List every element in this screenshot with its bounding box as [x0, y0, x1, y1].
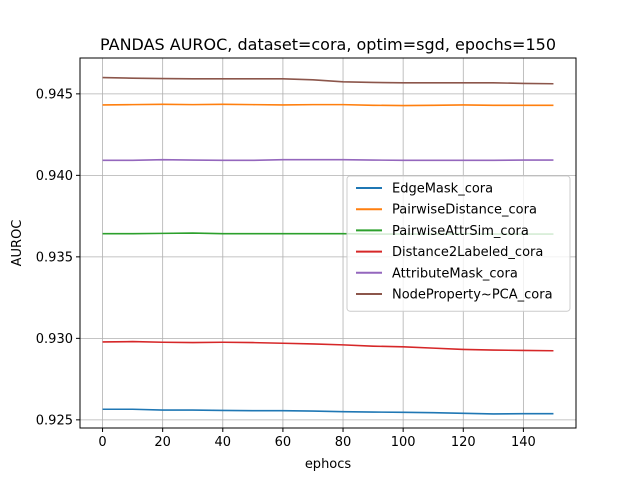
x-tick-label: 100 [391, 435, 416, 450]
legend-entry: AttributeMask_cora [392, 266, 518, 281]
y-tick-label: 0.940 [36, 169, 73, 184]
x-tick-label: 40 [215, 435, 232, 450]
legend-entry: EdgeMask_cora [392, 182, 493, 197]
legend-box [346, 175, 571, 312]
x-tick-label: 140 [511, 435, 536, 450]
chart-title: PANDAS AUROC, dataset=cora, optim=sgd, e… [100, 35, 556, 54]
series-line-NodeProperty~PCA_cora [102, 76, 554, 85]
legend-entry: Distance2Labeled_cora [392, 245, 543, 260]
x-tick-label: 60 [275, 435, 292, 450]
series-line-EdgeMask_cora [102, 408, 554, 415]
x-axis-label: ephocs [305, 457, 352, 472]
x-tick-label: 120 [451, 435, 476, 450]
y-tick-label: 0.930 [36, 332, 73, 347]
y-axis-label: AUROC [10, 220, 25, 267]
legend-entry: PairwiseDistance_cora [392, 203, 537, 218]
y-tick-label: 0.935 [36, 250, 73, 265]
series-line-PairwiseDistance_cora [102, 103, 554, 107]
y-tick-label: 0.925 [36, 413, 73, 428]
x-tick-label: 80 [335, 435, 352, 450]
series-line-Distance2Labeled_cora [102, 340, 554, 352]
y-tick-label: 0.945 [36, 87, 73, 102]
legend-entry: NodeProperty~PCA_cora [392, 288, 553, 303]
series-line-AttributeMask_cora [102, 158, 554, 162]
axis-ticks: 0 20 40 60 80 100 120 140 0.925 0.930 0.935 0.940 0.… [36, 87, 536, 450]
legend: EdgeMask_cora PairwiseDistance_cora Pairwi… [346, 175, 571, 312]
x-tick-label: 0 [98, 435, 106, 450]
legend-entry: PairwiseAttrSim_cora [392, 224, 529, 239]
x-tick-label: 20 [154, 435, 171, 450]
series-lines [102, 76, 554, 415]
plot-frame [79, 57, 577, 429]
